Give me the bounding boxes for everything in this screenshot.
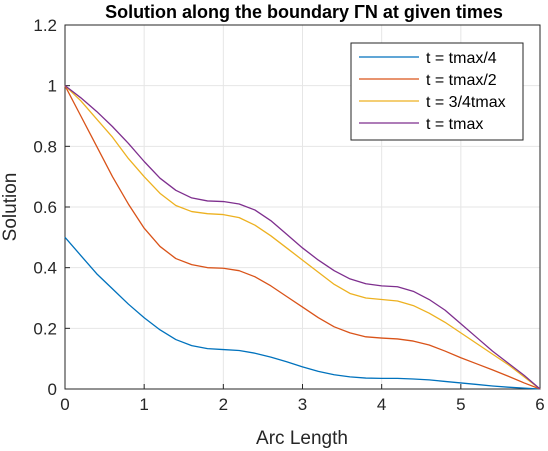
x-tick-label: 0 [60, 395, 69, 414]
y-tick-label: 0 [48, 380, 57, 399]
y-tick-label: 0.6 [33, 198, 57, 217]
series-line-4 [64, 85, 541, 390]
series-lines [64, 85, 541, 390]
x-tick-label: 2 [219, 395, 228, 414]
y-tick-label: 1 [48, 77, 57, 96]
legend-label: t = 3/4tmax [426, 94, 506, 111]
x-tick-label: 1 [139, 395, 148, 414]
y-tick-label: 0.2 [33, 319, 57, 338]
y-tick-label: 1.2 [33, 16, 57, 35]
axis-ticks: 0 1 2 3 4 5 6 0 0.2 0.4 0.6 0.8 1 1.2 [33, 16, 544, 414]
series-line-3 [64, 85, 541, 390]
chart-title: Solution along the boundary ΓN at given … [105, 2, 503, 22]
legend-label: t = tmax [426, 116, 483, 133]
x-tick-label: 3 [298, 395, 307, 414]
x-tick-label: 4 [377, 395, 386, 414]
x-axis-title: Arc Length [256, 428, 348, 449]
y-tick-label: 0.8 [33, 137, 57, 156]
legend: t = tmax/4 t = tmax/2 t = 3/4tmax t = tmax [350, 42, 524, 141]
y-axis-title: Solution [0, 173, 21, 242]
legend-label: t = tmax/2 [426, 72, 497, 89]
legend-box [350, 42, 524, 141]
y-tick-label: 0.4 [33, 259, 57, 278]
legend-label: t = tmax/4 [426, 50, 497, 67]
series-line-2 [64, 85, 541, 390]
x-tick-label: 6 [535, 395, 544, 414]
x-tick-label: 5 [456, 395, 465, 414]
series-line-1 [64, 236, 541, 390]
